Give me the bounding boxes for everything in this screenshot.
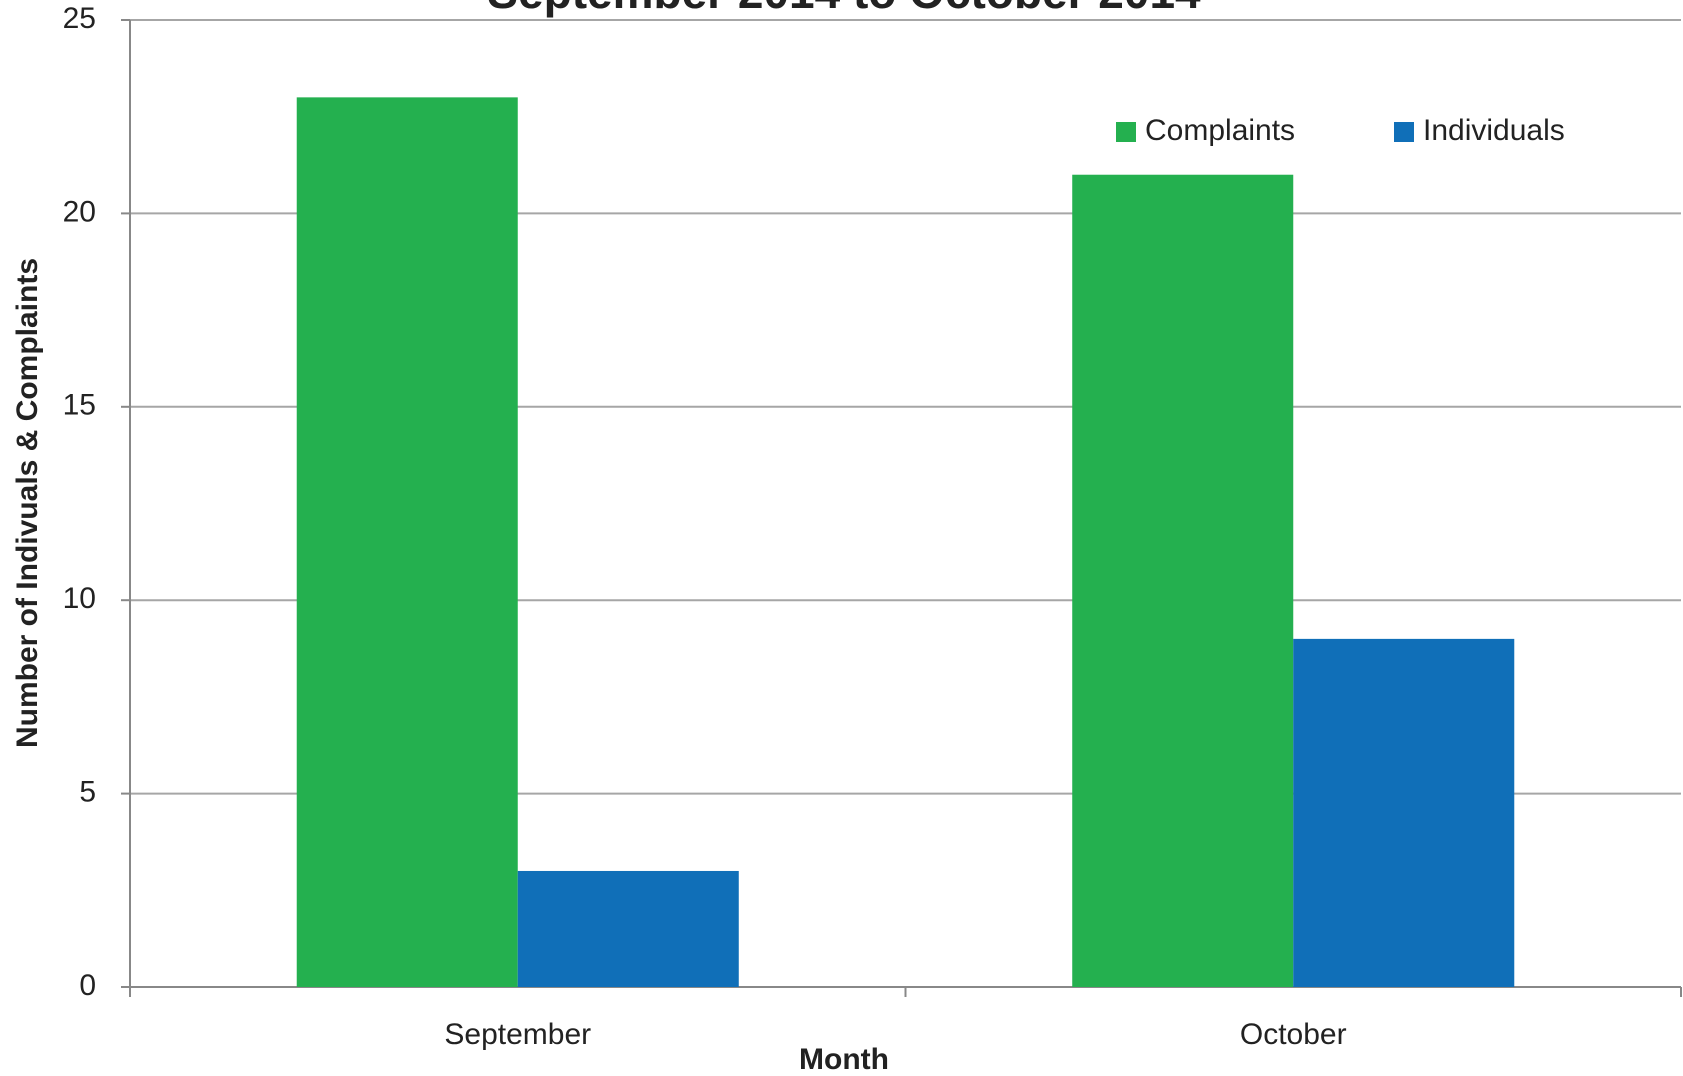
legend-label: Individuals [1423, 114, 1565, 147]
bar [1072, 174, 1294, 988]
bar [296, 97, 518, 988]
chart-title: September 2014 to October 2014 [487, 0, 1201, 18]
legend-swatch [1116, 122, 1136, 142]
legend-swatch [1394, 122, 1414, 142]
x-tick-label: October [1240, 1018, 1347, 1051]
y-tick-label: 15 [63, 389, 96, 422]
x-tick-label: September [444, 1018, 591, 1051]
legend-label: Complaints [1145, 114, 1295, 147]
x-axis-label: Month [799, 1043, 889, 1076]
y-axis-label: Number of Indivuals & Complaints [11, 258, 44, 748]
bar [1293, 638, 1515, 987]
y-tick-label: 10 [63, 582, 96, 615]
y-tick-label: 25 [63, 2, 96, 35]
y-tick-label: 20 [63, 195, 96, 228]
y-tick-label: 0 [79, 969, 96, 1002]
y-tick-label: 5 [79, 776, 96, 809]
bar [517, 870, 739, 987]
